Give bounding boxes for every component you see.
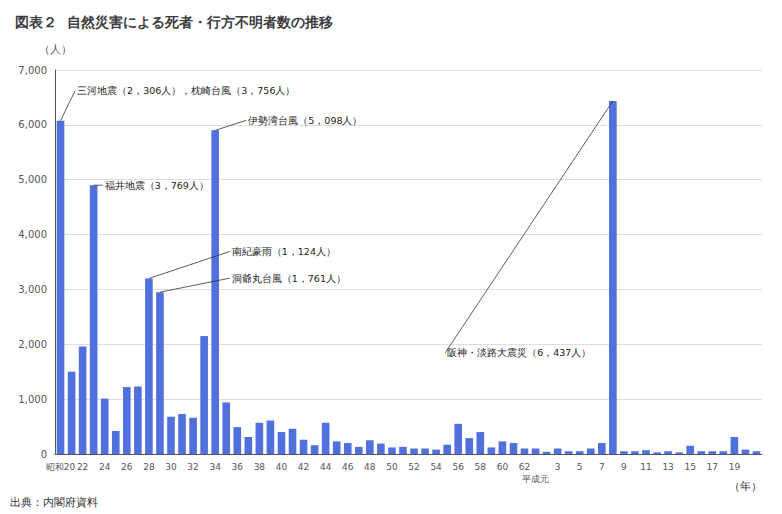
svg-text:2,000: 2,000 [18,339,47,350]
svg-text:38: 38 [254,462,266,472]
svg-text:60: 60 [497,462,509,472]
svg-text:1,000: 1,000 [18,394,47,405]
svg-text:26: 26 [121,462,133,472]
svg-text:42: 42 [298,462,309,472]
svg-text:56: 56 [452,462,464,472]
svg-text:南紀豪雨（1，124人）: 南紀豪雨（1，124人） [232,246,336,257]
svg-text:36: 36 [232,462,244,472]
svg-text:44: 44 [320,462,332,472]
svg-text:4,000: 4,000 [18,229,47,240]
svg-text:62: 62 [519,462,530,472]
svg-text:7,000: 7,000 [18,65,47,76]
svg-text:13: 13 [662,462,673,472]
svg-text:平成元: 平成元 [522,474,549,484]
svg-text:昭和20: 昭和20 [46,462,76,472]
svg-text:9: 9 [621,462,627,472]
svg-text:3,000: 3,000 [18,284,47,295]
svg-text:三河地震（2，306人），枕崎台風（3，756人）: 三河地震（2，306人），枕崎台風（3，756人） [77,85,295,96]
svg-text:24: 24 [99,462,111,472]
svg-text:19: 19 [729,462,741,472]
svg-text:洞爺丸台風（1，761人）: 洞爺丸台風（1，761人） [232,273,346,284]
svg-text:7: 7 [599,462,605,472]
svg-text:54: 54 [430,462,442,472]
svg-text:3: 3 [555,462,561,472]
svg-text:28: 28 [143,462,155,472]
svg-text:阪神・淡路大震災（6，437人）: 阪神・淡路大震災（6，437人） [447,347,591,358]
svg-text:11: 11 [640,462,651,472]
svg-text:30: 30 [165,462,177,472]
svg-text:46: 46 [342,462,354,472]
svg-text:福井地震（3，769人）: 福井地震（3，769人） [105,180,209,191]
svg-text:出典：内閣府資料: 出典：内閣府資料 [10,496,98,509]
svg-text:34: 34 [209,462,221,472]
svg-text:自然災害による死者・行方不明者数の推移: 自然災害による死者・行方不明者数の推移 [67,14,333,30]
svg-text:48: 48 [364,462,376,472]
svg-text:5,000: 5,000 [18,174,47,185]
svg-text:0: 0 [41,449,47,460]
svg-text:22: 22 [77,462,88,472]
svg-text:伊勢湾台風（5，098人）: 伊勢湾台風（5，098人） [248,115,362,126]
svg-text:40: 40 [276,462,288,472]
svg-text:（年）: （年） [729,480,762,493]
svg-text:（人）: （人） [39,43,72,56]
svg-text:図表２: 図表２ [15,14,57,30]
svg-text:52: 52 [408,462,419,472]
svg-text:5: 5 [577,462,583,472]
svg-text:15: 15 [684,462,695,472]
svg-text:17: 17 [707,462,718,472]
svg-text:50: 50 [386,462,398,472]
svg-text:58: 58 [475,462,487,472]
svg-text:32: 32 [187,462,198,472]
svg-text:6,000: 6,000 [18,119,47,130]
